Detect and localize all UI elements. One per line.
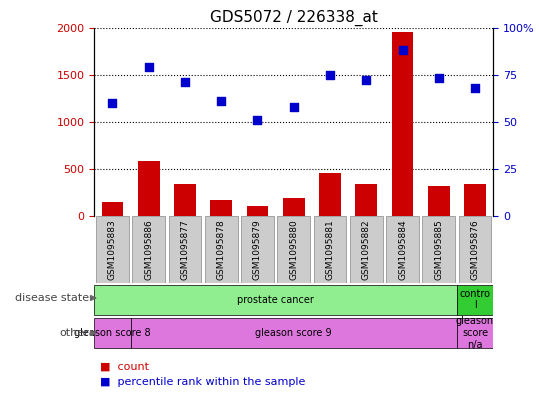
Text: ■  count: ■ count (100, 362, 149, 371)
Bar (247, 206, 268, 216)
Bar (138, 160, 160, 216)
Text: GSM1095879: GSM1095879 (253, 219, 262, 280)
Text: GSM1095877: GSM1095877 (181, 219, 190, 280)
Bar (392, 32, 413, 216)
FancyBboxPatch shape (459, 216, 492, 283)
Text: other: other (59, 328, 89, 338)
FancyBboxPatch shape (457, 285, 493, 315)
FancyBboxPatch shape (386, 216, 419, 283)
FancyBboxPatch shape (94, 285, 457, 315)
Text: GSM1095883: GSM1095883 (108, 219, 117, 280)
Point (181, 79, 189, 85)
Bar (101, 202, 123, 216)
FancyBboxPatch shape (241, 216, 274, 283)
FancyBboxPatch shape (423, 216, 455, 283)
Text: disease state: disease state (15, 293, 89, 303)
Title: GDS5072 / 226338_at: GDS5072 / 226338_at (210, 10, 378, 26)
Text: GSM1095880: GSM1095880 (289, 219, 298, 280)
Point (289, 104, 298, 110)
Text: GSM1095882: GSM1095882 (362, 219, 371, 280)
FancyBboxPatch shape (278, 216, 310, 283)
Text: gleason score 9: gleason score 9 (255, 328, 332, 338)
Text: GSM1095881: GSM1095881 (326, 219, 335, 280)
FancyBboxPatch shape (350, 216, 383, 283)
Point (434, 75, 443, 82)
Bar (464, 184, 486, 216)
Point (108, 100, 117, 106)
FancyBboxPatch shape (133, 216, 165, 283)
Point (326, 72, 334, 78)
Text: contro
l: contro l (460, 289, 490, 310)
Text: prostate cancer: prostate cancer (237, 295, 314, 305)
FancyBboxPatch shape (205, 216, 238, 283)
Text: gleason score 8: gleason score 8 (74, 328, 151, 338)
FancyBboxPatch shape (457, 318, 493, 348)
FancyBboxPatch shape (130, 318, 457, 348)
Text: ■  percentile rank within the sample: ■ percentile rank within the sample (100, 377, 305, 387)
Point (398, 47, 407, 53)
Point (253, 117, 262, 123)
FancyBboxPatch shape (169, 216, 201, 283)
Bar (210, 200, 232, 216)
FancyBboxPatch shape (314, 216, 347, 283)
FancyBboxPatch shape (96, 216, 129, 283)
Bar (428, 186, 450, 216)
Text: GSM1095886: GSM1095886 (144, 219, 153, 280)
Bar (283, 198, 305, 216)
Point (471, 85, 479, 91)
FancyBboxPatch shape (94, 318, 130, 348)
Point (362, 77, 371, 83)
Text: gleason
score
n/a: gleason score n/a (456, 316, 494, 350)
Bar (355, 184, 377, 216)
Point (144, 64, 153, 70)
Text: GSM1095885: GSM1095885 (434, 219, 443, 280)
Bar (174, 184, 196, 216)
Bar (319, 173, 341, 216)
Point (217, 98, 225, 104)
Text: GSM1095876: GSM1095876 (471, 219, 480, 280)
Text: GSM1095884: GSM1095884 (398, 219, 407, 280)
Text: GSM1095878: GSM1095878 (217, 219, 226, 280)
